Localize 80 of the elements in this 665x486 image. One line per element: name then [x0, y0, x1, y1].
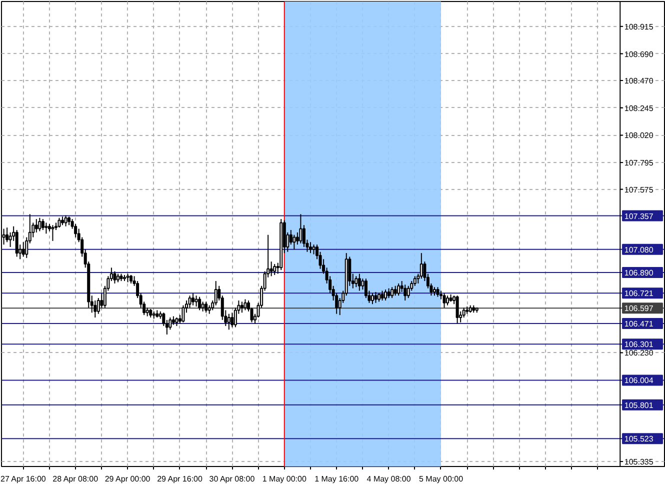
candlestick: [51, 224, 54, 242]
x-tick-label: 1 May 00:00: [262, 474, 307, 484]
candlestick: [456, 295, 459, 324]
candlestick: [198, 296, 202, 311]
candlestick: [442, 292, 446, 308]
y-tick-label: 107.795: [624, 158, 654, 168]
candlestick: [74, 223, 78, 238]
candlestick: [273, 264, 276, 276]
candlestick: [446, 295, 450, 306]
candlestick: [204, 301, 208, 314]
candlestick: [230, 312, 234, 328]
y-tick-label: 105.335: [624, 458, 654, 467]
candlestick: [64, 214, 68, 227]
candlestick: [182, 304, 185, 323]
ref-line-label: 105.523: [624, 434, 654, 444]
ref-line-label: 106.301: [624, 340, 654, 350]
candlestick: [188, 295, 192, 308]
candlestick: [194, 295, 198, 308]
x-tick-label: 29 Apr 16:00: [157, 474, 203, 484]
ref-line-label: 106.597: [624, 304, 654, 314]
candlestick: [94, 300, 97, 318]
candlestick: [41, 218, 44, 230]
x-tick-label: 5 May 00:00: [418, 474, 464, 484]
candlestick: [292, 234, 296, 250]
x-tick-label: 29 Apr 00:00: [104, 474, 151, 484]
candlestick: [380, 290, 384, 301]
ref-line-label: 105.801: [624, 400, 654, 410]
candlestick: [270, 261, 273, 277]
candlestick: [192, 292, 195, 306]
candlestick: [289, 229, 292, 246]
x-tick-label: 1 May 16:00: [314, 474, 360, 484]
candlestick: [22, 242, 25, 258]
y-tick-label: 106.230: [624, 348, 654, 358]
ref-line-label: 107.080: [624, 245, 654, 254]
y-tick-label: 108.245: [624, 104, 654, 113]
candlestick: [34, 218, 38, 233]
candlestick: [394, 285, 397, 296]
candlestick: [6, 227, 9, 243]
ref-line-label: 106.004: [624, 376, 654, 386]
candlestick: [296, 232, 299, 246]
x-tick-label: 4 May 08:00: [366, 474, 412, 484]
x-tick-label: 28 Apr 08:00: [52, 474, 99, 484]
candlestick: [244, 298, 247, 311]
candlestick: [364, 278, 368, 299]
candlestick: [227, 313, 230, 330]
x-tick-label: 30 Apr 08:00: [209, 474, 256, 484]
candlestick: [390, 286, 394, 299]
ref-line-label: 106.721: [624, 289, 654, 298]
candlestick: [240, 301, 244, 314]
y-tick-label: 108.470: [624, 76, 654, 86]
candlestick: [404, 284, 407, 301]
ref-line-label: 106.471: [624, 319, 654, 328]
candlestick: [15, 229, 18, 258]
candlestick: [58, 217, 61, 228]
candlestick: [312, 244, 316, 255]
candlestick: [38, 217, 42, 232]
candlestick: [406, 285, 410, 299]
candlestick: [370, 292, 374, 305]
candlestick: [308, 242, 312, 254]
candlestick: [201, 301, 204, 312]
candlestick: [420, 252, 423, 280]
ref-line-label: 107.357: [624, 212, 654, 221]
x-tick-label: 27 Apr 16:00: [0, 474, 46, 484]
y-tick-label: 108.020: [624, 131, 654, 140]
candlestick: [374, 291, 378, 304]
candlestick: [358, 273, 361, 292]
y-tick-label: 107.575: [624, 185, 654, 194]
candlestick: [214, 280, 218, 306]
y-tick-label: 108.915: [624, 22, 654, 32]
y-tick-label: 108.690: [624, 50, 654, 59]
candlestick: [168, 316, 172, 330]
candlestick: [384, 289, 388, 301]
candlestick: [387, 288, 390, 299]
candlestick: [436, 286, 440, 298]
ref-line-label: 106.890: [624, 268, 654, 278]
candlestick: [44, 222, 48, 234]
candlestick: [299, 214, 302, 244]
candlestick: [113, 270, 116, 284]
candlestick: [354, 276, 358, 288]
candlestick: [397, 282, 400, 296]
